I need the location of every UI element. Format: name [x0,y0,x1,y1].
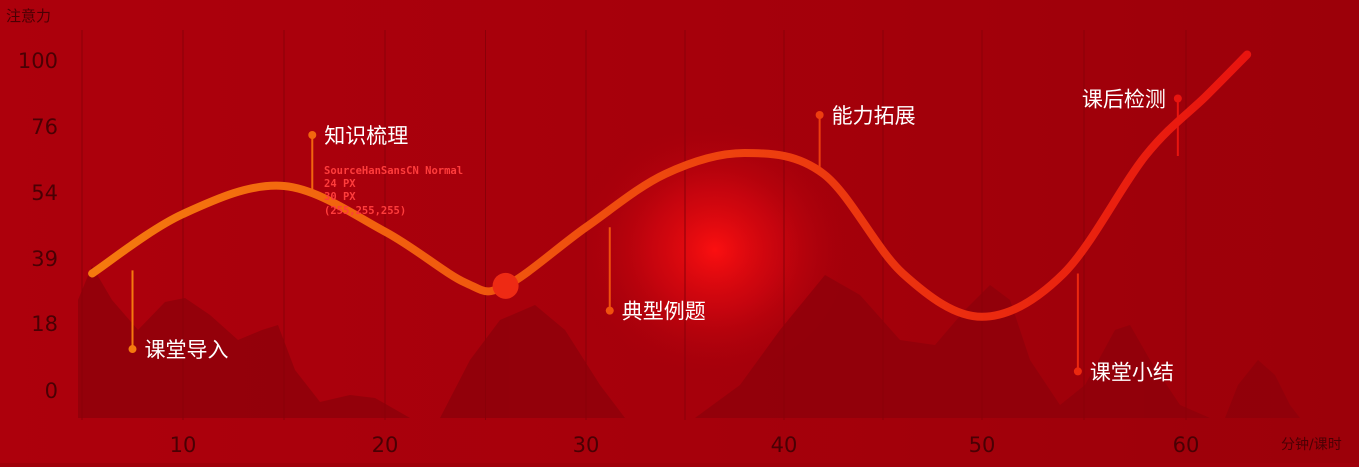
x-tick-label: 20 [372,433,399,457]
annotation-dot [1173,94,1182,103]
annotation-dot [1073,367,1082,376]
annotation-dot [815,111,824,119]
y-tick-label: 100 [18,49,58,73]
y-tick-label: 39 [31,247,58,271]
y-tick-label: 18 [31,312,58,336]
annotation-label: 课堂小结 [1090,360,1174,384]
font-spec-note: SourceHanSansCN Normal 24 PX 30 PX (255,… [324,165,469,217]
annotation-leaders [128,94,1182,376]
font-spec-family: SourceHanSansCN Normal [324,165,463,177]
annotation-dot [605,306,614,315]
attention-curve [88,50,1252,321]
x-tick-label: 10 [170,433,197,457]
x-axis-title: 分钟/课时 [1281,436,1342,453]
annotation-label: 能力拓展 [832,104,916,128]
font-spec-size-30: 30 PX [324,191,356,203]
highlight-point [492,272,519,299]
y-tick-label: 54 [31,181,58,205]
annotation-label: 课堂导入 [145,338,229,362]
annotation-label: 课后检测 [1082,88,1166,112]
annotation-label: 典型例题 [622,300,706,324]
x-axis-ticks: 10 20 30 40 50 60 [170,433,1200,457]
x-tick-label: 30 [573,433,600,457]
x-tick-label: 40 [771,433,798,457]
x-tick-label: 50 [969,433,996,457]
annotation-label: 知识梳理 [324,124,408,148]
font-spec-color: (255,255,255) [324,205,406,217]
y-tick-label: 0 [45,379,58,403]
x-tick-label: 60 [1173,433,1200,457]
y-axis-title: 注意力 [6,7,51,25]
font-spec-size-24: 24 PX [324,178,356,190]
y-tick-label: 76 [31,115,58,139]
mountain-silhouette [78,266,1300,418]
annotation-dot [128,345,137,354]
annotation-dot [308,131,317,139]
y-axis-ticks: 100 76 54 39 18 0 [18,49,58,403]
